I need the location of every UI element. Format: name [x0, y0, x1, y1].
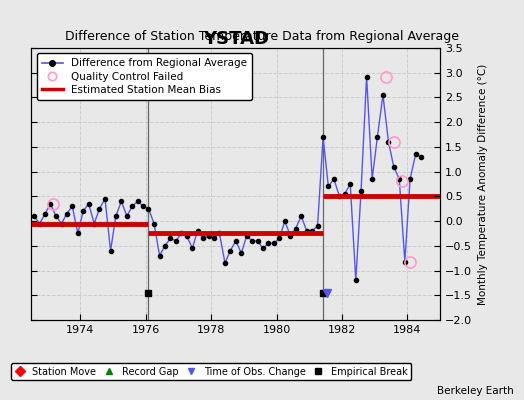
Y-axis label: Monthly Temperature Anomaly Difference (°C): Monthly Temperature Anomaly Difference (… [478, 63, 488, 305]
Text: Berkeley Earth: Berkeley Earth [437, 386, 514, 396]
Text: Difference of Station Temperature Data from Regional Average: Difference of Station Temperature Data f… [65, 30, 459, 43]
Legend: Station Move, Record Gap, Time of Obs. Change, Empirical Break: Station Move, Record Gap, Time of Obs. C… [11, 363, 411, 380]
Title: YSTAD: YSTAD [203, 30, 269, 48]
